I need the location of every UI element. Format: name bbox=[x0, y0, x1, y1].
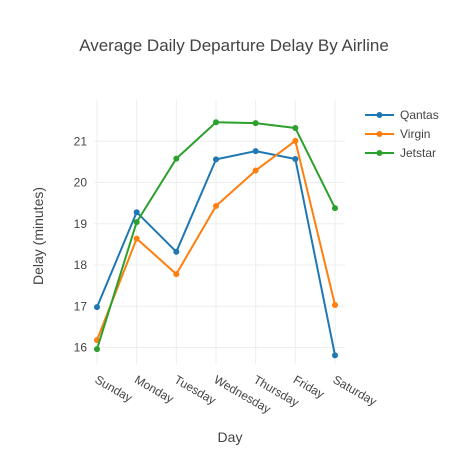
data-point[interactable] bbox=[133, 235, 140, 242]
legend-label: Qantas bbox=[400, 108, 439, 122]
legend-label: Jetstar bbox=[400, 146, 436, 160]
data-point[interactable] bbox=[252, 167, 259, 174]
data-point[interactable] bbox=[332, 352, 338, 359]
x-tick-label: Sunday bbox=[93, 372, 135, 404]
series-virgin bbox=[94, 137, 338, 344]
x-tick-label: Monday bbox=[132, 372, 176, 405]
legend-item-virgin[interactable]: Virgin bbox=[365, 127, 430, 141]
chart-title: Average Daily Departure Delay By Airline bbox=[79, 36, 389, 55]
x-tick-label: Tuesday bbox=[172, 372, 218, 407]
legend-label: Virgin bbox=[400, 127, 430, 141]
data-point[interactable] bbox=[94, 346, 100, 353]
legend[interactable]: Qantas Virgin Jetstar bbox=[365, 108, 439, 160]
data-point[interactable] bbox=[133, 219, 140, 226]
data-point[interactable] bbox=[173, 155, 180, 162]
legend-swatch-marker bbox=[376, 131, 383, 137]
data-point[interactable] bbox=[292, 125, 299, 132]
legend-swatch-marker bbox=[376, 112, 383, 118]
data-point[interactable] bbox=[332, 302, 338, 309]
y-tick-label: 17 bbox=[74, 299, 88, 313]
data-point[interactable] bbox=[252, 120, 259, 127]
x-tick-label: Saturday bbox=[331, 372, 380, 408]
legend-item-jetstar[interactable]: Jetstar bbox=[365, 146, 436, 160]
data-point[interactable] bbox=[94, 304, 100, 311]
data-point[interactable] bbox=[292, 137, 299, 144]
gridlines bbox=[94, 100, 345, 364]
y-tick-label: 20 bbox=[74, 176, 88, 190]
legend-swatch-marker bbox=[376, 150, 383, 156]
y-tick-label: 19 bbox=[74, 217, 88, 231]
x-axis-title: Day bbox=[218, 429, 243, 445]
y-axis-title: Delay (minutes) bbox=[30, 187, 46, 285]
y-tick-label: 16 bbox=[74, 341, 88, 355]
data-point[interactable] bbox=[252, 148, 259, 155]
x-tick-labels: SundayMondayTuesdayWednesdayThursdayFrid… bbox=[93, 372, 380, 416]
data-point[interactable] bbox=[173, 271, 180, 278]
series-jetstar bbox=[94, 119, 338, 353]
data-point[interactable] bbox=[173, 248, 180, 255]
y-tick-label: 18 bbox=[74, 258, 88, 272]
data-point[interactable] bbox=[213, 119, 219, 126]
data-point[interactable] bbox=[213, 203, 219, 210]
data-point[interactable] bbox=[133, 209, 140, 216]
data-point[interactable] bbox=[213, 156, 219, 163]
data-point[interactable] bbox=[332, 205, 338, 212]
y-tick-label: 21 bbox=[74, 134, 88, 148]
series-qantas bbox=[94, 148, 338, 359]
legend-item-qantas[interactable]: Qantas bbox=[365, 108, 439, 122]
series-lines bbox=[94, 119, 338, 359]
y-tick-labels: 16 17 18 19 20 21 bbox=[74, 134, 88, 354]
data-point[interactable] bbox=[292, 155, 299, 162]
